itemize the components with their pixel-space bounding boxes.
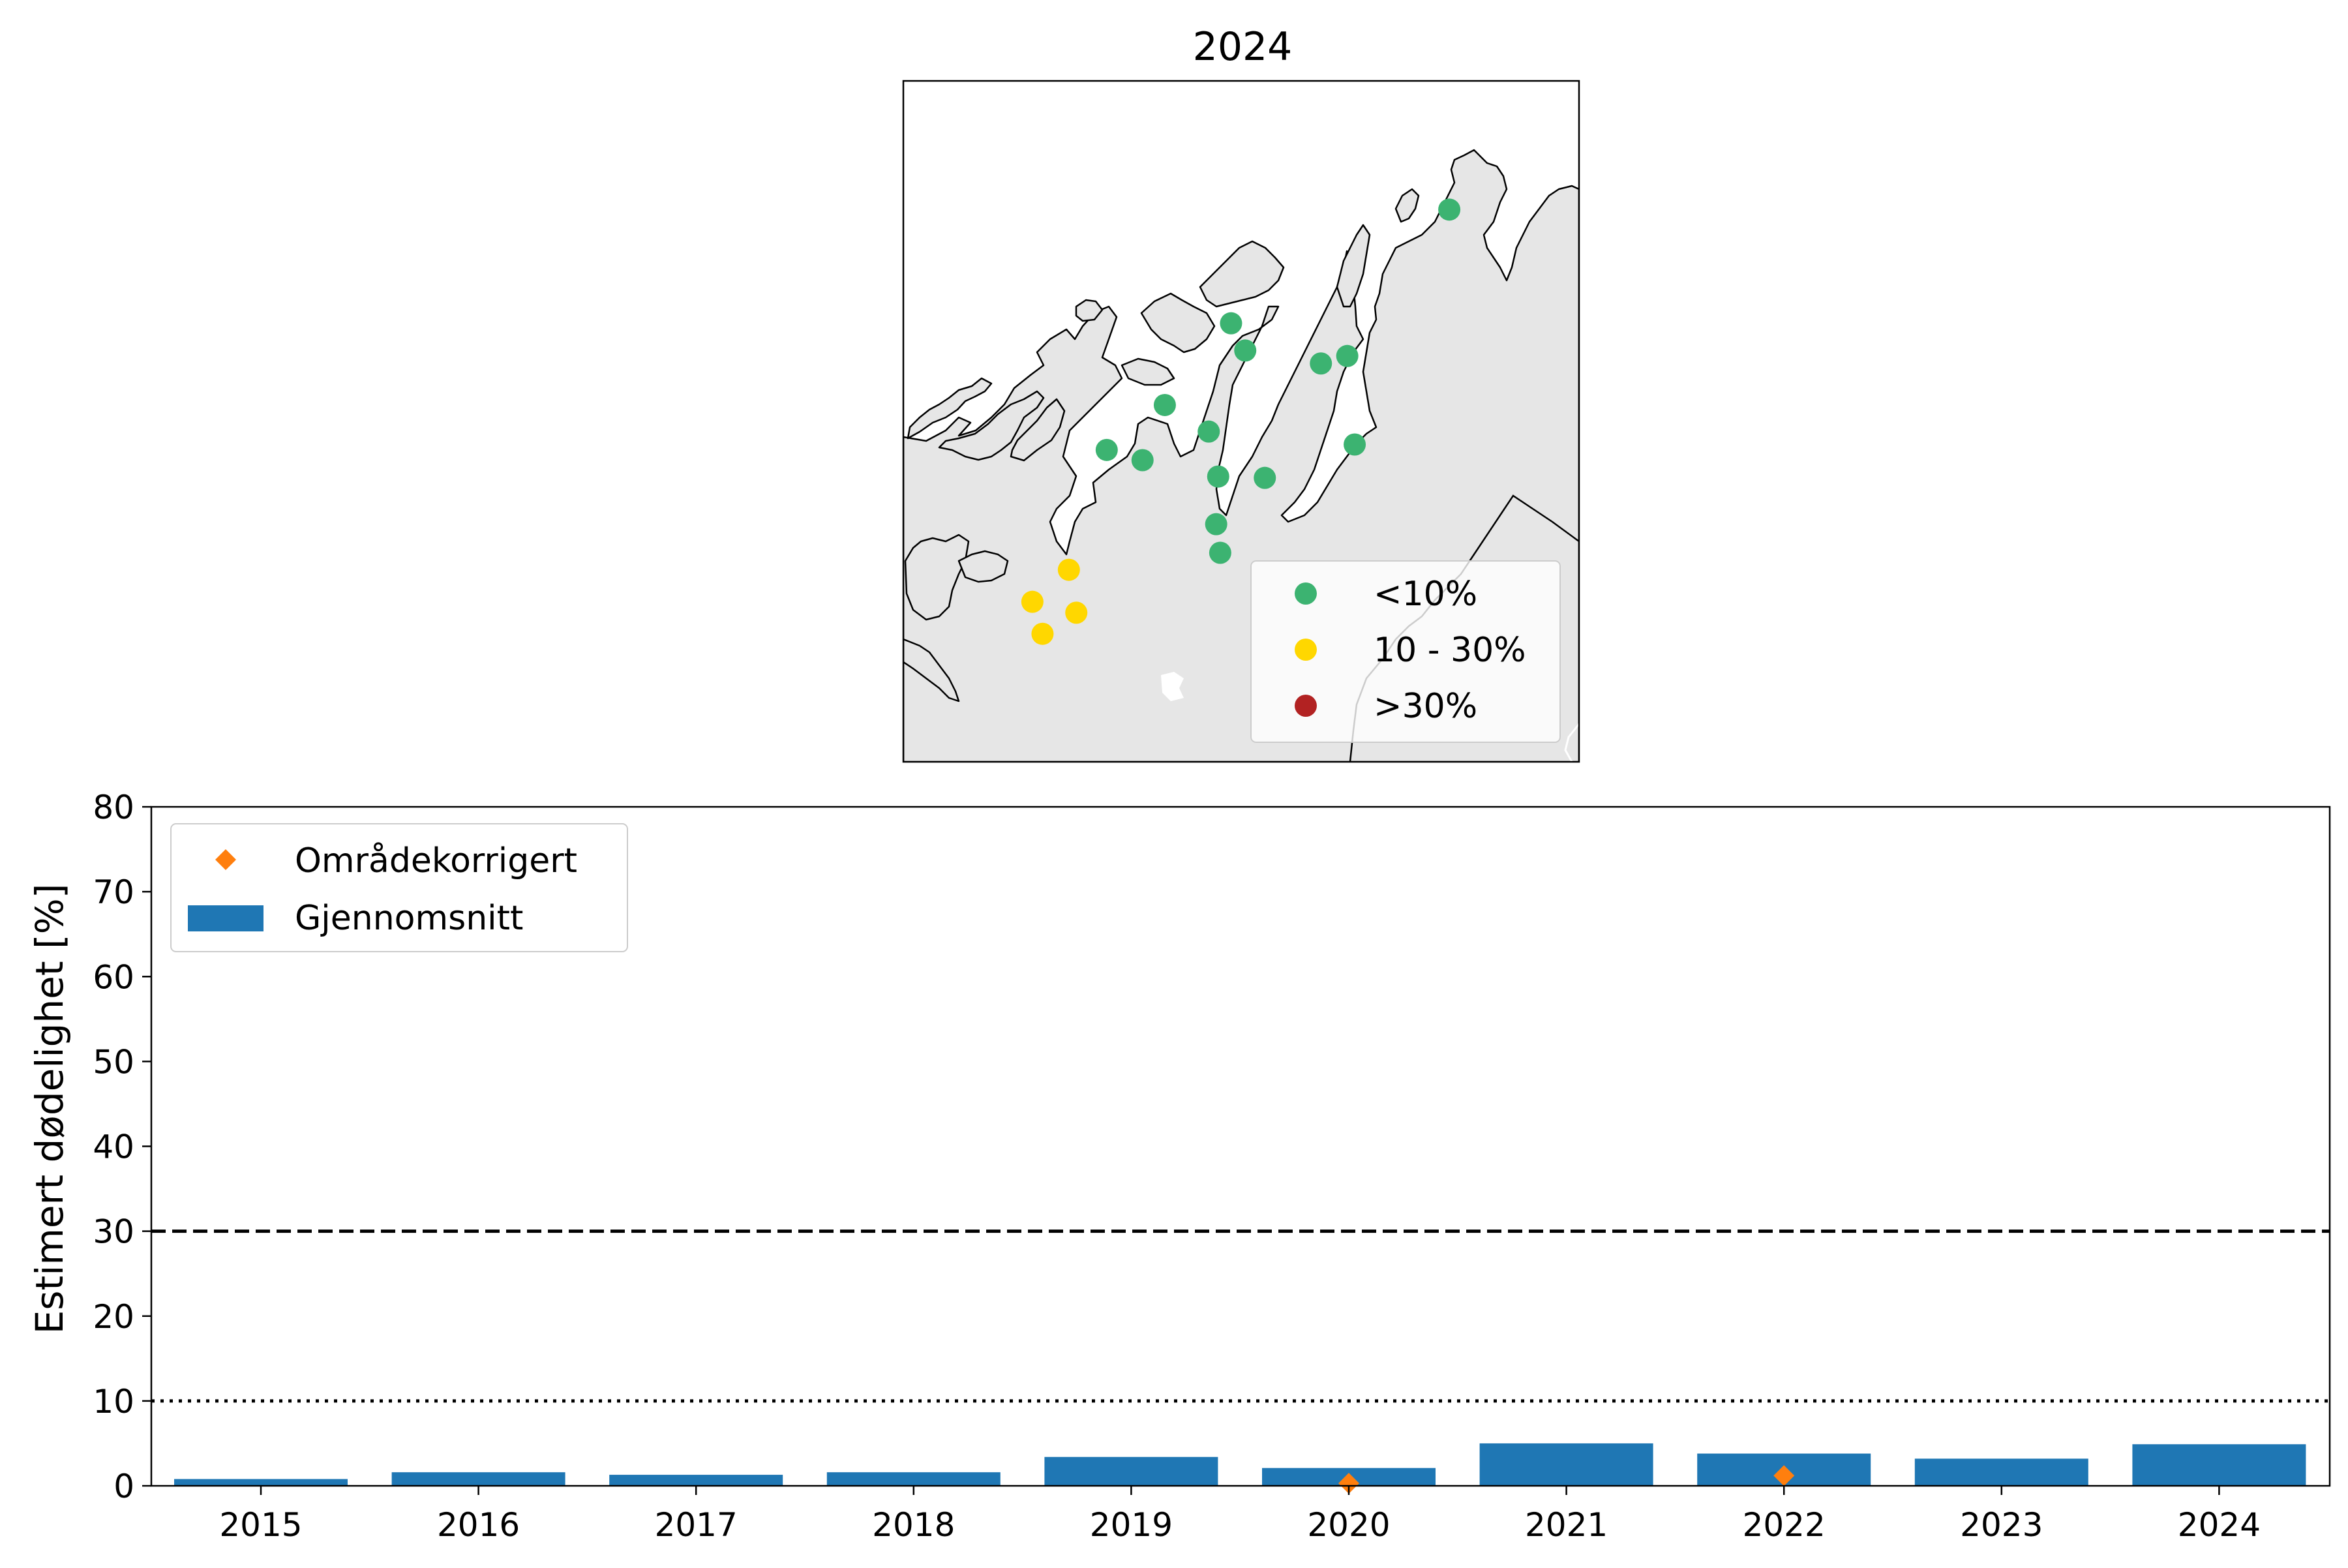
site-marker (1197, 420, 1220, 443)
y-tick-label: 80 (93, 789, 134, 826)
y-tick-label: 70 (93, 873, 134, 911)
legend-label-corrected: Områdekorrigert (295, 841, 577, 881)
site-marker (1344, 433, 1366, 456)
map-legend-entry: 10 - 30% (1295, 631, 1526, 670)
bar (1044, 1456, 1218, 1486)
site-marker (1153, 393, 1176, 416)
chart-legend-box (170, 823, 628, 952)
corrected-marker (1338, 1473, 1359, 1494)
reference-lines (151, 1229, 2330, 1403)
bar (1479, 1443, 1653, 1486)
x-tick-label: 2017 (655, 1506, 738, 1544)
site-marker (1310, 352, 1332, 375)
x-tick-label: 2022 (1743, 1506, 1826, 1544)
bar (391, 1472, 565, 1486)
site-marker (1021, 590, 1044, 613)
island-west-2 (938, 390, 1045, 461)
y-tick-label: 60 (93, 958, 134, 996)
island-northeast (1394, 188, 1420, 223)
map-legend-entry: <10% (1295, 575, 1477, 614)
island-west-1 (907, 377, 993, 440)
island-north-2 (1121, 357, 1175, 386)
map-legend: <10% 10 - 30% >30% (1250, 560, 1561, 743)
x-tick-label: 2018 (872, 1506, 955, 1544)
y-tick-label: 40 (93, 1128, 134, 1166)
legend-marker-high (1295, 695, 1317, 717)
site-marker (1065, 601, 1088, 624)
legend-bar-swatch (188, 905, 263, 931)
inland-border (1564, 723, 1579, 762)
plot-frame (150, 806, 2331, 1487)
bar (609, 1475, 783, 1486)
site-marker (1220, 312, 1242, 335)
x-tick-label: 2023 (1960, 1506, 2043, 1544)
y-ticks: 0 10 20 30 40 50 60 70 80 (93, 789, 151, 1505)
bar (174, 1479, 348, 1486)
bar-chart-panel: Estimert dødelighet [%] 0 10 20 30 40 50 60 70 8… (27, 789, 2331, 1544)
island-south (903, 638, 960, 702)
area-corrected-markers (1338, 1465, 1795, 1494)
site-marker (1336, 344, 1359, 367)
x-tick-label: 2021 (1525, 1506, 1608, 1544)
y-axis-label: Estimert dødelighet [%] (27, 884, 72, 1334)
x-tick-label: 2024 (2178, 1506, 2261, 1544)
x-tick-label: 2019 (1090, 1506, 1173, 1544)
legend-marker-low (1295, 582, 1317, 605)
lake-2 (1265, 352, 1277, 365)
x-tick-label: 2016 (437, 1506, 520, 1544)
site-marker (1095, 438, 1118, 461)
map-panel: 2024 (902, 24, 1580, 763)
legend-diamond-marker (215, 849, 236, 870)
corrected-marker (1773, 1465, 1795, 1486)
chart-legend: Områdekorrigert Gjennomsnitt (170, 823, 628, 952)
island-west-3 (1010, 398, 1066, 462)
x-tick-label: 2015 (219, 1506, 302, 1544)
island-southwest-2 (957, 550, 1009, 583)
bar (826, 1472, 1001, 1486)
map-legend-entry: >30% (1295, 687, 1477, 726)
y-tick-label: 30 (93, 1213, 134, 1251)
x-tick-label: 2020 (1307, 1506, 1390, 1544)
bar (1914, 1458, 2088, 1486)
legend-label-high: >30% (1374, 687, 1477, 726)
map-legend-box (1250, 560, 1561, 743)
island-north-3 (1140, 292, 1216, 354)
site-marker (1057, 558, 1080, 581)
map-frame (902, 80, 1580, 763)
x-ticks: 2015 2016 2017 2018 2019 2020 2021 2022 2023 2024 (219, 1486, 2261, 1544)
lake (1161, 672, 1184, 701)
legend-label-mid: 10 - 30% (1374, 631, 1526, 670)
island-north-1 (1075, 299, 1104, 322)
site-marker (1209, 541, 1231, 564)
lake-3 (1167, 275, 1179, 287)
legend-label-low: <10% (1374, 575, 1477, 614)
y-tick-label: 10 (93, 1383, 134, 1421)
bar (2132, 1444, 2306, 1486)
site-marker (1131, 449, 1154, 472)
legend-label-average: Gjennomsnitt (295, 899, 523, 938)
y-tick-label: 50 (93, 1043, 134, 1081)
site-marker (1205, 513, 1227, 535)
site-marker (1438, 198, 1461, 221)
legend-marker-mid (1295, 639, 1317, 661)
site-marker (1031, 622, 1054, 645)
site-marker (1234, 339, 1257, 362)
island-north-5 (1336, 224, 1371, 308)
map-title: 2024 (1193, 24, 1293, 70)
site-marker (1207, 465, 1229, 488)
y-tick-label: 0 (113, 1468, 134, 1505)
bars (174, 1443, 2306, 1486)
site-markers (1021, 198, 1461, 645)
island-north-4 (1199, 240, 1285, 308)
y-tick-label: 20 (93, 1298, 134, 1336)
site-marker (1254, 466, 1276, 489)
